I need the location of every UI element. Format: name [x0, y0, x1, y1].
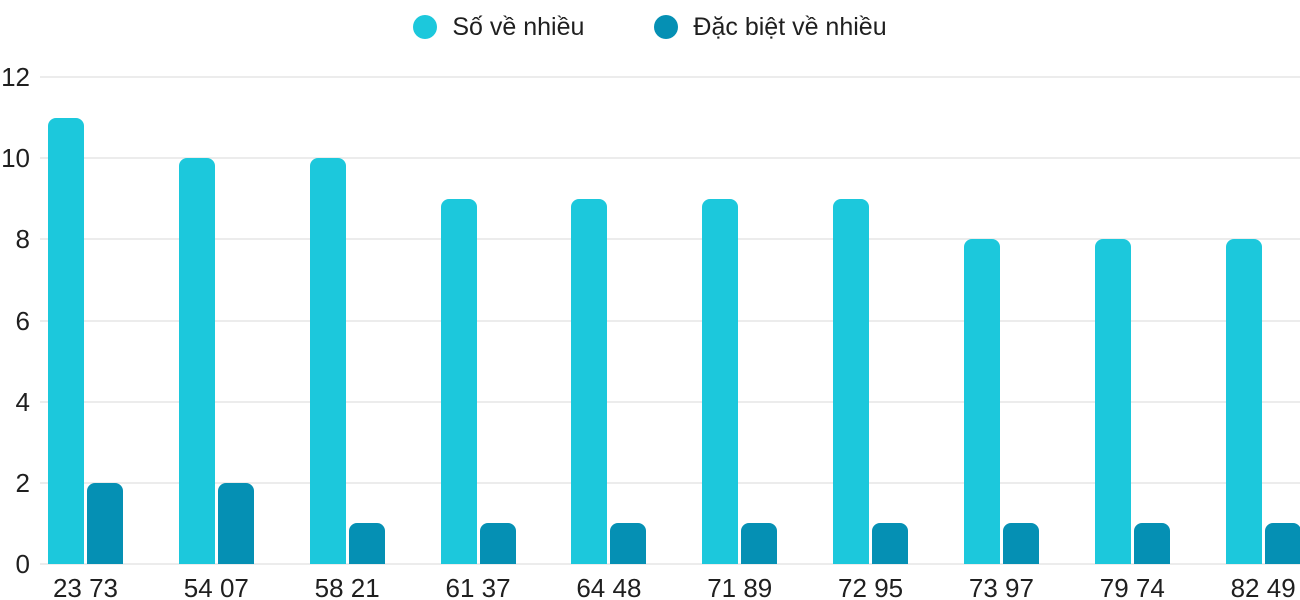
- x-tick-label: 64 48: [576, 573, 642, 600]
- bar: [1002, 523, 1039, 564]
- y-tick-label: 0: [15, 549, 30, 579]
- legend-item-so-ve-nhieu[interactable]: Số về nhiều: [413, 13, 584, 41]
- x-tick-label: 73 97: [968, 573, 1034, 600]
- x-tick-label: 54 07: [183, 573, 249, 600]
- y-tick-label: 10: [1, 143, 30, 174]
- bar: [963, 239, 1000, 564]
- bar: [1264, 523, 1300, 564]
- x-tick-label: 72 95: [838, 573, 904, 600]
- legend-label: Số về nhiều: [452, 13, 585, 41]
- bar: [1225, 239, 1262, 564]
- x-tick-label: 82 49: [1230, 573, 1296, 600]
- chart-legend: Số về nhiều Đặc biệt về nhiều: [0, 13, 1300, 41]
- x-tick-label: 71 89: [707, 573, 773, 600]
- gridline: [40, 157, 1300, 160]
- bar: [872, 523, 909, 564]
- gridline: [40, 319, 1300, 322]
- bar: [48, 117, 84, 564]
- gridline: [40, 76, 1300, 78]
- x-tick-label: 58 21: [314, 573, 380, 600]
- bar: [610, 523, 647, 564]
- bar: [571, 198, 608, 564]
- bar: [1094, 239, 1131, 564]
- legend-item-dac-biet-ve-nhieu[interactable]: Đặc biệt về nhiều: [654, 13, 887, 41]
- y-tick-label: 6: [15, 305, 30, 336]
- x-tick-label: 79 74: [1099, 573, 1165, 600]
- gridline: [40, 238, 1300, 241]
- y-tick-label: 2: [15, 467, 30, 498]
- x-tick-label: 61 37: [445, 573, 511, 600]
- bar: [833, 198, 870, 564]
- y-tick-label: 4: [15, 386, 30, 417]
- legend-label: Đặc biệt về nhiều: [693, 13, 887, 41]
- y-tick-label: 12: [1, 62, 30, 92]
- bar: [1133, 523, 1170, 564]
- bar: [87, 482, 123, 564]
- bar: [309, 158, 346, 564]
- legend-swatch-icon: [654, 15, 679, 39]
- gridline: [40, 481, 1300, 484]
- bar: [479, 523, 516, 564]
- x-tick-label: 23 73: [52, 573, 119, 600]
- bar: [741, 523, 778, 564]
- bar: [702, 198, 739, 564]
- bar: [178, 158, 215, 564]
- gridline: [40, 400, 1300, 403]
- legend-swatch-icon: [413, 15, 438, 39]
- y-tick-label: 8: [15, 224, 30, 255]
- bar: [217, 482, 254, 564]
- bar: [348, 523, 385, 564]
- bar: [440, 198, 477, 564]
- gridline: [40, 563, 1300, 565]
